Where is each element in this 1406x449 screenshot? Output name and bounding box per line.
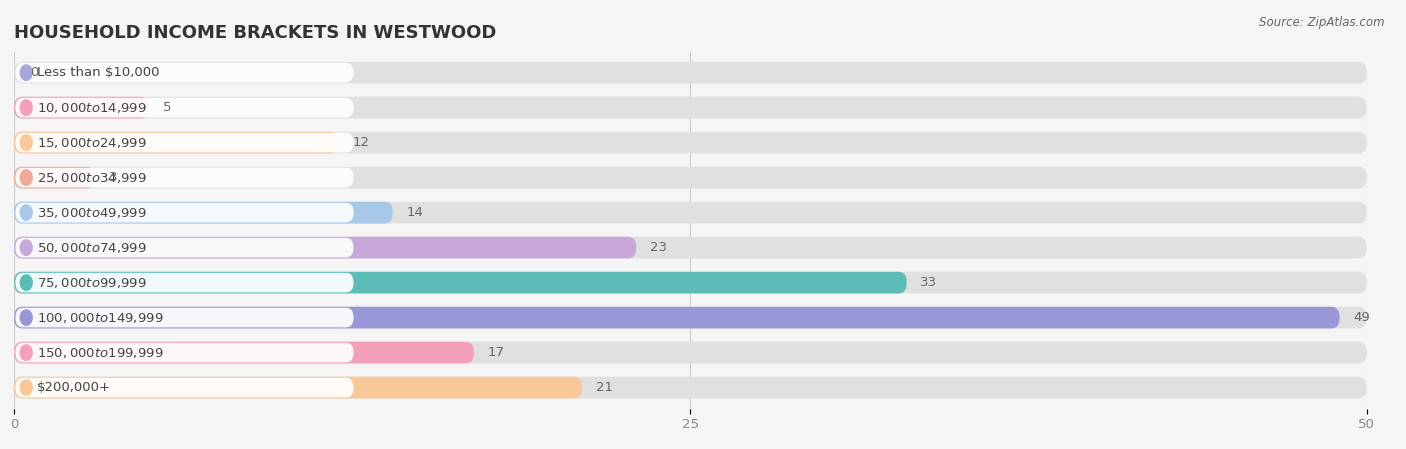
FancyBboxPatch shape (15, 133, 353, 152)
FancyBboxPatch shape (14, 167, 1367, 189)
Text: 17: 17 (488, 346, 505, 359)
Circle shape (20, 310, 32, 325)
Circle shape (20, 170, 32, 185)
FancyBboxPatch shape (15, 378, 353, 397)
Text: 0: 0 (31, 66, 39, 79)
FancyBboxPatch shape (14, 237, 1367, 259)
Text: Source: ZipAtlas.com: Source: ZipAtlas.com (1260, 16, 1385, 29)
Text: 21: 21 (596, 381, 613, 394)
Text: 33: 33 (921, 276, 938, 289)
FancyBboxPatch shape (14, 132, 339, 154)
FancyBboxPatch shape (14, 97, 149, 119)
FancyBboxPatch shape (14, 307, 1367, 329)
FancyBboxPatch shape (15, 273, 353, 292)
Text: 5: 5 (163, 101, 172, 114)
Circle shape (20, 380, 32, 395)
Text: $75,000 to $99,999: $75,000 to $99,999 (37, 276, 146, 290)
Text: 14: 14 (406, 206, 423, 219)
FancyBboxPatch shape (15, 308, 353, 327)
FancyBboxPatch shape (15, 98, 353, 118)
FancyBboxPatch shape (15, 63, 353, 83)
FancyBboxPatch shape (14, 342, 474, 363)
Circle shape (20, 345, 32, 360)
Text: $200,000+: $200,000+ (37, 381, 111, 394)
Circle shape (20, 65, 32, 80)
FancyBboxPatch shape (15, 203, 353, 222)
Text: 49: 49 (1353, 311, 1369, 324)
FancyBboxPatch shape (15, 343, 353, 362)
Text: 12: 12 (353, 136, 370, 149)
Circle shape (20, 135, 32, 150)
Circle shape (20, 205, 32, 220)
Text: Less than $10,000: Less than $10,000 (37, 66, 159, 79)
Text: $25,000 to $34,999: $25,000 to $34,999 (37, 171, 146, 185)
FancyBboxPatch shape (14, 307, 1340, 329)
Circle shape (20, 240, 32, 255)
FancyBboxPatch shape (14, 272, 1367, 294)
FancyBboxPatch shape (14, 62, 1367, 84)
FancyBboxPatch shape (14, 97, 1367, 119)
Circle shape (20, 275, 32, 291)
FancyBboxPatch shape (14, 377, 1367, 398)
Text: 23: 23 (650, 241, 666, 254)
Text: $35,000 to $49,999: $35,000 to $49,999 (37, 206, 146, 220)
Text: $100,000 to $149,999: $100,000 to $149,999 (37, 311, 163, 325)
FancyBboxPatch shape (14, 342, 1367, 363)
Text: $10,000 to $14,999: $10,000 to $14,999 (37, 101, 146, 114)
FancyBboxPatch shape (14, 167, 96, 189)
FancyBboxPatch shape (14, 272, 907, 294)
Text: 3: 3 (108, 171, 117, 184)
Text: $50,000 to $74,999: $50,000 to $74,999 (37, 241, 146, 255)
Circle shape (20, 100, 32, 115)
Text: $150,000 to $199,999: $150,000 to $199,999 (37, 346, 163, 360)
FancyBboxPatch shape (14, 132, 1367, 154)
FancyBboxPatch shape (15, 238, 353, 257)
Text: HOUSEHOLD INCOME BRACKETS IN WESTWOOD: HOUSEHOLD INCOME BRACKETS IN WESTWOOD (14, 24, 496, 42)
FancyBboxPatch shape (14, 202, 1367, 224)
FancyBboxPatch shape (14, 237, 637, 259)
FancyBboxPatch shape (14, 377, 582, 398)
FancyBboxPatch shape (15, 168, 353, 187)
FancyBboxPatch shape (14, 202, 392, 224)
Text: $15,000 to $24,999: $15,000 to $24,999 (37, 136, 146, 150)
